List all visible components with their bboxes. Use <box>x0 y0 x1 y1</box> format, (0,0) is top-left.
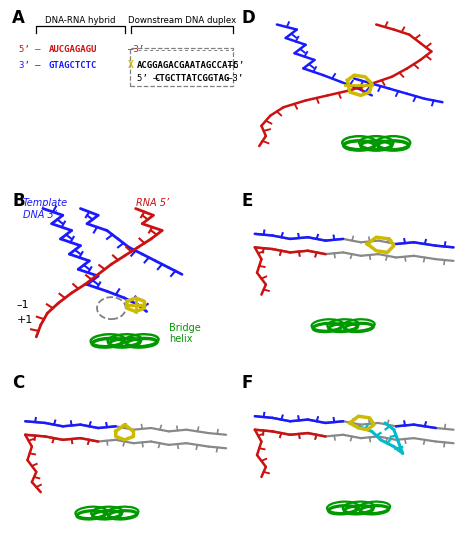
Text: Downstream DNA duplex: Downstream DNA duplex <box>128 15 236 25</box>
Text: X: X <box>128 60 134 70</box>
Text: 3’ –: 3’ – <box>18 60 40 69</box>
Text: –3’: –3’ <box>128 45 144 54</box>
Text: D: D <box>242 9 255 28</box>
Text: GTAGCTCTC: GTAGCTCTC <box>48 60 97 69</box>
Text: 5’ –: 5’ – <box>18 45 40 54</box>
Text: Bridge
helix: Bridge helix <box>169 323 201 344</box>
Text: ACGGAGACGAATAGCCATC: ACGGAGACGAATAGCCATC <box>137 60 239 69</box>
Text: B: B <box>12 191 25 210</box>
Text: AUCGAGAGU: AUCGAGAGU <box>48 45 97 54</box>
Text: DNA-RNA hybrid: DNA-RNA hybrid <box>45 15 116 25</box>
Text: E: E <box>242 191 253 210</box>
Text: C: C <box>12 374 24 392</box>
Text: –5’: –5’ <box>228 60 245 69</box>
Text: +1: +1 <box>17 315 33 325</box>
Text: Template
DNA 3’: Template DNA 3’ <box>23 199 68 220</box>
Text: –3’: –3’ <box>227 74 243 83</box>
Text: 5’ –: 5’ – <box>137 74 158 83</box>
Text: A: A <box>12 9 25 28</box>
Text: F: F <box>242 374 253 392</box>
Text: CTGCTTATCGGTAG: CTGCTTATCGGTAG <box>155 74 229 83</box>
Text: –1: –1 <box>17 300 29 310</box>
Text: RNA 5’: RNA 5’ <box>136 199 169 208</box>
